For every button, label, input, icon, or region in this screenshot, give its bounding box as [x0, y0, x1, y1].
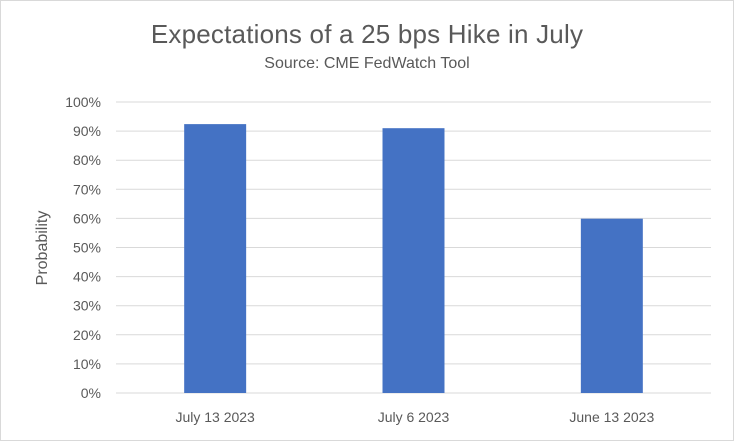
x-tick-label: July 13 2023: [175, 409, 255, 425]
y-tick-label: 60%: [73, 210, 101, 226]
y-tick-label: 50%: [73, 240, 101, 256]
y-tick-labels: 0% 10% 20% 30% 40% 50% 60% 70% 80% 90% 100%: [65, 94, 101, 401]
y-tick-label: 10%: [73, 356, 101, 372]
y-tick-label: 20%: [73, 327, 101, 343]
y-tick-label: 80%: [73, 152, 101, 168]
x-tick-label: July 6 2023: [378, 409, 450, 425]
bar: [184, 124, 247, 393]
y-tick-label: 70%: [73, 181, 101, 197]
y-tick-label: 30%: [73, 298, 101, 314]
y-axis-label: Probability: [34, 211, 51, 286]
x-tick-labels: July 13 2023 July 6 2023 June 13 2023: [175, 409, 654, 425]
bars: [184, 124, 643, 393]
y-tick-label: 0%: [81, 385, 101, 401]
chart-title: Expectations of a 25 bps Hike in July: [150, 19, 584, 49]
bar: [382, 128, 445, 393]
bar: [580, 218, 643, 393]
chart-subtitle: Source: CME FedWatch Tool: [264, 55, 470, 72]
y-tick-label: 90%: [73, 123, 101, 139]
y-tick-label: 100%: [65, 94, 101, 110]
x-tick-label: June 13 2023: [569, 409, 654, 425]
y-tick-label: 40%: [73, 269, 101, 285]
